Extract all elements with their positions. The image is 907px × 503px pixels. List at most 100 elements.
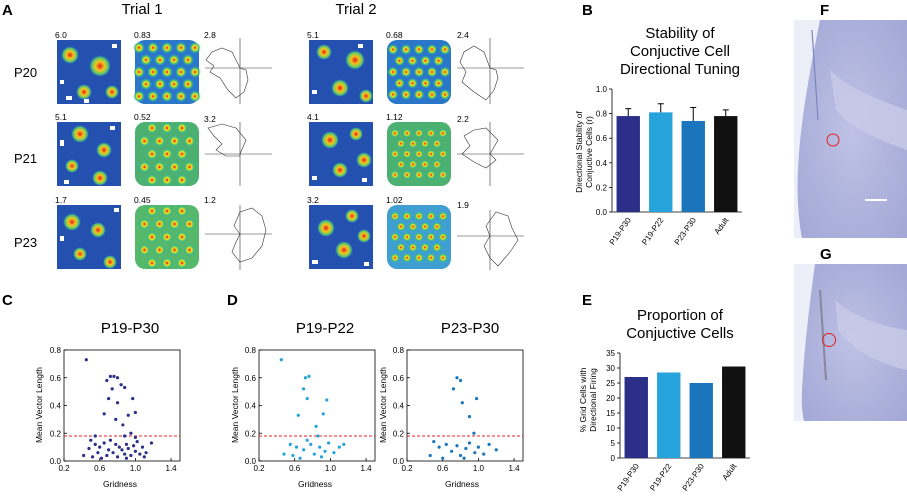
autocorr-peak [400,44,412,55]
polar-peak-label: 2.4 [457,30,469,40]
data-point [291,453,295,458]
autocorr-peak [395,138,407,149]
x-tick-label: 0.6 [437,464,449,473]
rate-map [309,40,373,104]
autocorr-peak [431,242,443,253]
bar [689,383,713,458]
autocorr-peak [413,148,425,160]
y-tick-label: 1.0 [596,85,608,94]
autocorr-peak [389,252,401,263]
recording-site-circle [822,333,836,347]
autocorr-peak [160,256,174,270]
data-point [82,453,86,458]
autocorr-peak [138,160,151,174]
autocorr-peak [389,148,401,160]
data-point [124,442,129,446]
y-tick-label: 0.4 [245,402,257,411]
panel-d: P19-P22 Gridness Mean Vector Length 0.00… [230,320,524,489]
data-point [133,410,137,415]
autocorr-peak [145,173,159,187]
chart-b-plot-area: 0.0 0.2 0.4 0.6 0.8 1.0 P19-P30 P19-P22 P23-P30 A… [596,85,742,247]
panel-label-b: B [582,2,593,19]
polar-plot [205,122,272,186]
autocorr-peak [426,66,438,78]
data-point [129,431,133,435]
autocorr-peak [168,217,181,231]
data-point [149,441,154,445]
x-tick-label: 1.0 [473,464,485,473]
autocorr-gridness-label: 0.68 [386,30,403,40]
autocorr-peak [154,53,166,66]
autocorr-peak [413,231,425,243]
x-tick-label: P19-P22 [640,216,666,247]
autocorr-peak [175,90,187,103]
panel-label-d: D [227,292,238,309]
y-tick-label: 0.0 [596,208,608,217]
data-point [462,456,466,460]
data-point [327,441,331,445]
autocorr-peak [138,243,151,257]
rate-map [57,205,121,269]
y-tick-label: 25 [606,379,615,388]
scatter-d1-xlabel: Gridness [298,479,332,489]
data-point [279,358,283,362]
autocorrelogram [387,122,451,186]
autocorr-peak [183,160,196,174]
data-point [309,442,313,446]
autocorr-peak [147,90,159,103]
scatter-d1-title: P19-P22 [296,320,354,337]
autocorr-peak [413,128,425,139]
autocorr-peak [161,90,173,103]
x-tick-label: Adult [721,461,739,482]
polar-plot [205,205,272,270]
data-point [323,449,327,453]
autocorr-peak [175,66,187,78]
autocorr-peak [407,55,418,67]
data-point [303,376,307,380]
autocorr-peak [140,53,152,66]
autocorr-peak [413,66,425,78]
autocorr-peak [413,44,425,55]
autocorr-peak [168,160,181,174]
rate-map-peak-label: 5.1 [55,112,67,122]
autocorr-peak [401,128,413,139]
data-point [437,445,441,449]
x-tick-label: 0.2 [253,464,265,473]
data-point [337,445,341,449]
scatter-d2-xlabel: Gridness [445,479,479,489]
data-point [123,434,127,438]
autocorr-peak [160,204,174,218]
data-point [467,415,472,419]
chart-b-ylabel-line-2: Conjuctive Cells (r) [584,116,594,188]
autocorr-peak [439,44,451,55]
y-tick-label: 0.8 [50,346,62,355]
autocorr-peak [153,243,166,257]
autocorr-peak [437,211,449,222]
chart-e-title-line-2: Conjuctive Cells [626,325,734,342]
data-point [487,442,491,446]
rate-map-peak-label: 5.1 [307,30,319,40]
data-point [305,396,309,401]
row-label-p23: P23 [14,235,37,250]
rate-map [309,205,373,269]
data-point [332,451,336,455]
x-tick-label: 1.4 [361,464,373,473]
y-tick-label: 0.6 [596,134,608,143]
autocorr-peak [145,147,159,161]
autocorr-peak [426,44,438,55]
data-point [119,383,123,387]
autocorr-peak [160,230,174,244]
autocorr-peak [161,66,173,78]
data-point [90,455,95,459]
x-tick-label: 1.4 [509,464,521,473]
autocorr-peak [161,41,173,54]
autocorr-peak [189,66,201,78]
data-point [93,442,97,446]
autocorr-peak [387,44,399,55]
autocorr-peak [175,173,189,187]
data-point [133,449,137,453]
polar-peak-label: 1.2 [204,195,216,205]
chart-e-title-line-1: Proportion of [637,307,724,324]
histology-g [794,264,907,421]
